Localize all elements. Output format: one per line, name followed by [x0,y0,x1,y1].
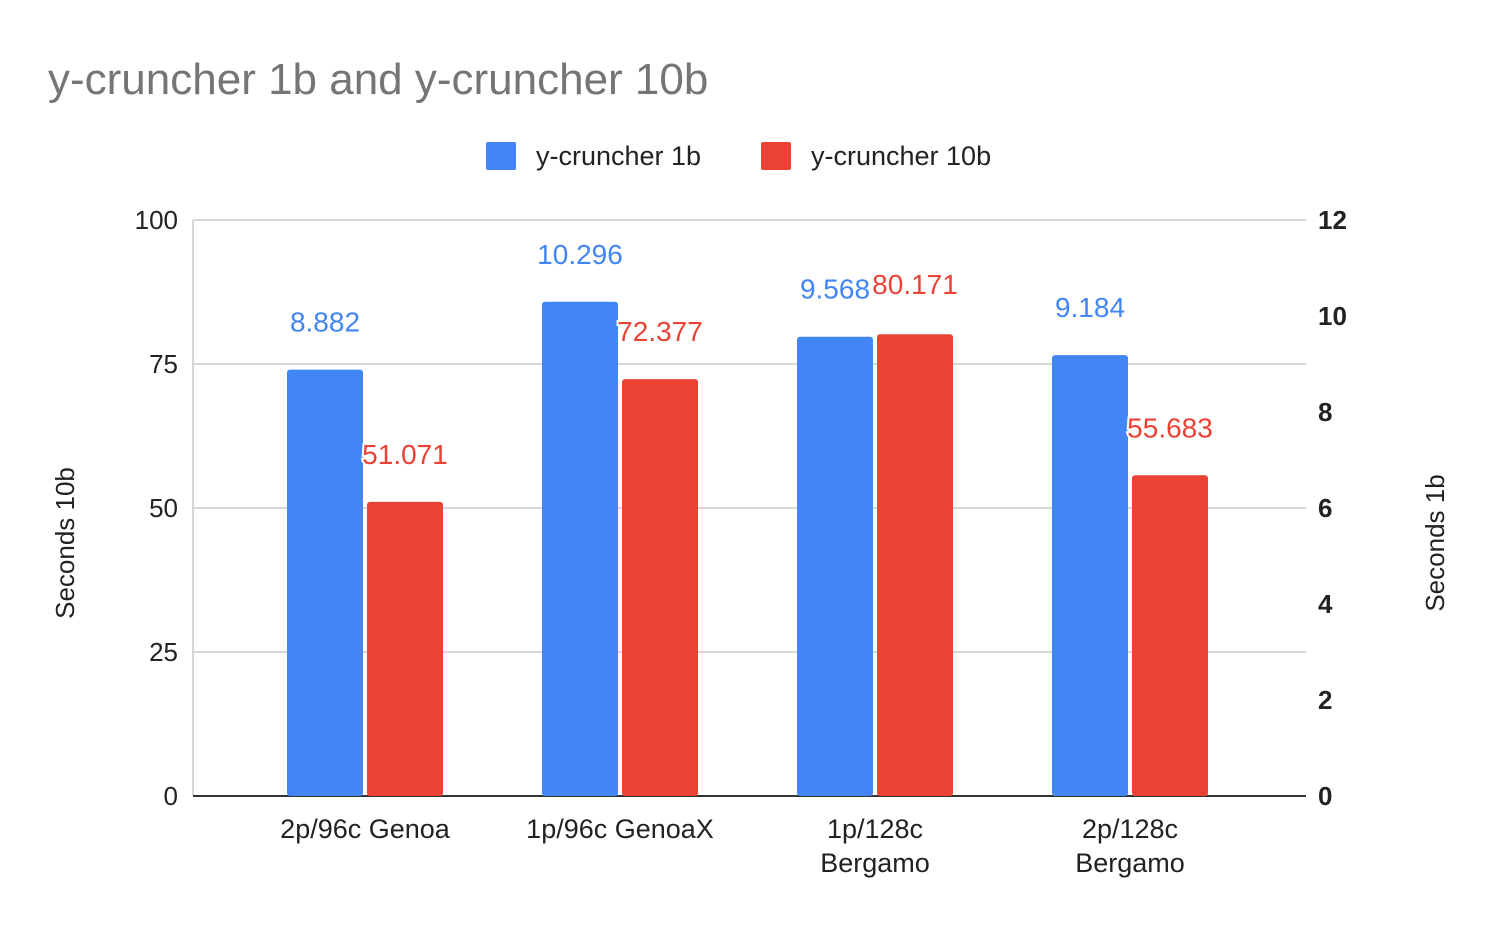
data-label-10b: 51.071 [362,439,448,470]
bar-10b [367,501,443,796]
left-tick-label: 75 [149,349,178,379]
bars [287,301,1208,796]
right-tick-label: 0 [1318,781,1332,811]
category-label: Bergamo [820,848,930,878]
left-tick-label: 0 [164,781,178,811]
left-axis-title: Seconds 10b [50,467,80,619]
data-label-1b: 10.296 [537,239,623,270]
legend-swatch-10b [761,142,791,170]
category-label: Bergamo [1075,848,1185,878]
bar-10b [1132,475,1208,796]
right-tick-label: 6 [1318,493,1332,523]
data-labels: 8.882 51.071 10.296 72.377 9.568 80.171 9.184 5… [290,239,1215,472]
bar-1b [287,369,363,796]
data-label-10b: 80.171 [872,269,958,300]
bar-1b [797,336,873,796]
legend: y-cruncher 1b y-cruncher 10b [486,141,991,171]
left-tick-label: 50 [149,493,178,523]
bar-1b [542,301,618,796]
left-tick-label: 25 [149,637,178,667]
right-axis-title: Seconds 1b [1420,474,1450,611]
chart-title: y-cruncher 1b and y-cruncher 10b [48,55,708,104]
right-tick-label: 2 [1318,685,1332,715]
category-label: 2p/96c Genoa [280,814,451,844]
bar-1b [1052,355,1128,796]
right-tick-label: 8 [1318,397,1332,427]
category-label: 1p/96c GenoaX [526,814,714,844]
left-axis-ticks: 0 25 50 75 100 [135,205,178,811]
right-tick-label: 12 [1318,205,1347,235]
right-axis-ticks: 0 2 4 6 8 10 12 [1318,205,1347,811]
category-label: 1p/128c [827,814,923,844]
legend-label-10b: y-cruncher 10b [811,141,991,171]
data-label-10b: 72.377 [617,316,703,347]
data-label-1b: 9.184 [1055,292,1125,323]
category-labels: 2p/96c Genoa 1p/96c GenoaX 1p/128c Bergamo 2… [280,814,1185,878]
legend-swatch-1b [486,142,516,170]
category-label: 2p/128c [1082,814,1178,844]
data-label-1b: 9.568 [800,274,870,305]
right-tick-label: 4 [1318,589,1333,619]
bar-10b [877,334,953,796]
data-label-10b: 55.683 [1127,412,1213,443]
right-tick-label: 10 [1318,301,1347,331]
left-tick-label: 100 [135,205,178,235]
legend-label-1b: y-cruncher 1b [536,141,701,171]
data-label-1b: 8.882 [290,307,360,338]
bar-10b [622,379,698,796]
